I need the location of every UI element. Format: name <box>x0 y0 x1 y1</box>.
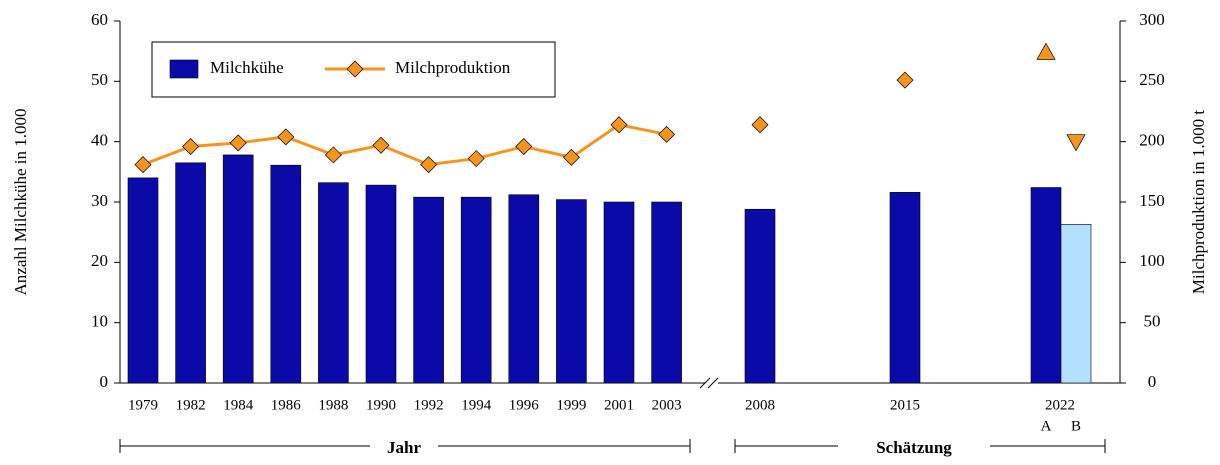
line-marker <box>277 128 295 146</box>
x-group-label: Jahr <box>387 438 421 457</box>
x-tick-label: 1992 <box>414 397 444 413</box>
bar <box>1030 187 1062 384</box>
bar <box>508 194 540 384</box>
x-tick-label: 1988 <box>318 397 348 413</box>
y2-tick-label: 200 <box>1139 131 1165 150</box>
bar <box>744 208 776 384</box>
line-marker <box>182 137 200 155</box>
line-marker <box>515 137 533 155</box>
line-marker <box>420 156 438 174</box>
x-tick-label: 2008 <box>745 397 775 413</box>
x-tick-label: 1986 <box>271 397 302 413</box>
x-tick-label: 1999 <box>556 397 586 413</box>
legend-label: Milchproduktion <box>395 58 511 77</box>
bar <box>270 164 302 384</box>
line <box>142 123 667 167</box>
bar <box>127 177 159 384</box>
bar <box>365 184 397 384</box>
x-tick-label: 2001 <box>604 397 634 413</box>
x-tick-label: 1994 <box>461 397 492 413</box>
line-marker <box>372 136 390 154</box>
x-tick-label: 1984 <box>223 397 254 413</box>
legend-swatch <box>169 59 199 79</box>
bar <box>222 154 254 384</box>
bar <box>175 162 206 384</box>
x-tick-label: B <box>1071 418 1081 434</box>
bar <box>318 182 349 384</box>
y2-tick-label: 300 <box>1139 10 1165 29</box>
x-group-brackets <box>119 439 1106 453</box>
y2-tick-label: 150 <box>1139 191 1165 210</box>
y2-tick-label: 100 <box>1139 251 1165 270</box>
x-tick-label: 2022 <box>1045 397 1075 413</box>
axis-break <box>707 377 719 389</box>
y-tick-label: 60 <box>91 10 108 29</box>
estimate-marker <box>751 116 769 134</box>
y-tick-label: 50 <box>91 70 108 89</box>
y-tick-label: 10 <box>91 312 108 331</box>
line-marker <box>562 148 580 166</box>
y-tick-label: 20 <box>91 251 108 270</box>
y2-axis-label: Milchproduktion in 1.000 t <box>1189 110 1208 294</box>
y-tick-label: 0 <box>100 372 109 391</box>
bar <box>651 201 682 384</box>
bar <box>460 196 492 384</box>
y-tick-label: 40 <box>91 131 108 150</box>
bar <box>413 196 444 384</box>
bar <box>1060 224 1092 384</box>
y2-tick-label: 0 <box>1148 372 1157 391</box>
y2-tick-label: 250 <box>1139 70 1165 89</box>
line-marker <box>324 146 342 164</box>
x-group-label: Schätzung <box>876 438 952 457</box>
axis-break <box>699 377 711 389</box>
line-marker <box>229 134 247 152</box>
x-tick-label: 2003 <box>652 397 682 413</box>
legend-swatch <box>346 60 364 78</box>
legend-label: Milchkühe <box>210 58 284 77</box>
bar <box>889 192 921 384</box>
line-marker <box>134 156 152 174</box>
x-tick-label: 1979 <box>128 397 158 413</box>
line-marker <box>610 116 628 134</box>
x-tick-label: 1996 <box>509 397 540 413</box>
x-tick-label: 2015 <box>890 397 920 413</box>
y2-tick-label: 50 <box>1144 312 1161 331</box>
estimate-marker <box>896 71 914 89</box>
line-marker <box>658 125 676 143</box>
estimate-marker <box>1036 42 1056 60</box>
bar <box>603 201 635 384</box>
bar <box>556 199 587 384</box>
line-marker <box>467 150 485 168</box>
x-tick-label: 1990 <box>366 397 396 413</box>
y-axis-label: Anzahl Milchkühe in 1.000 <box>11 109 30 296</box>
y-tick-label: 30 <box>91 191 108 210</box>
x-tick-label: 1982 <box>176 397 206 413</box>
x-tick-label: A <box>1041 418 1052 434</box>
estimate-marker <box>1066 134 1086 152</box>
